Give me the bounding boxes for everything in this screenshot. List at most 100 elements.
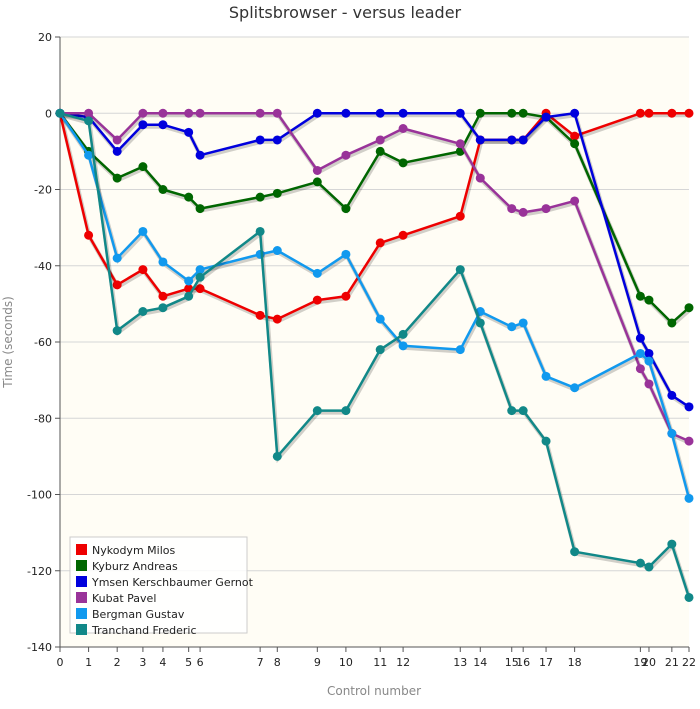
- data-point: [635, 348, 645, 358]
- data-point: [644, 108, 654, 118]
- legend-swatch: [76, 544, 87, 555]
- x-tick-label: 12: [396, 656, 410, 669]
- data-point: [667, 429, 677, 438]
- y-tick-label: -140: [27, 641, 52, 654]
- data-point: [341, 406, 351, 416]
- data-point: [507, 406, 517, 416]
- data-point: [398, 158, 408, 168]
- x-tick-label: 7: [257, 656, 264, 669]
- data-point: [312, 295, 322, 305]
- data-point: [138, 162, 148, 172]
- data-point: [184, 276, 194, 286]
- data-point: [541, 112, 551, 122]
- data-point: [84, 230, 94, 240]
- data-point: [518, 135, 528, 145]
- data-point: [644, 295, 654, 305]
- data-point: [255, 226, 265, 236]
- y-tick-label: 20: [38, 31, 52, 44]
- data-point: [507, 204, 517, 214]
- y-tick-label: -40: [34, 260, 52, 273]
- data-point: [272, 451, 282, 461]
- data-point: [255, 108, 265, 118]
- data-point: [455, 211, 465, 221]
- legend-entry: Ymsen Kerschbaumer Gernot: [91, 576, 254, 589]
- data-point: [84, 150, 94, 160]
- data-point: [184, 108, 194, 118]
- data-point: [570, 547, 580, 557]
- data-point: [341, 204, 351, 214]
- y-tick-label: -100: [27, 489, 52, 502]
- data-point: [644, 562, 654, 572]
- legend-entry: Kyburz Andreas: [92, 560, 178, 573]
- data-point: [272, 314, 282, 324]
- data-point: [507, 135, 517, 145]
- data-point: [667, 318, 677, 328]
- data-point: [684, 402, 694, 412]
- data-point: [84, 116, 94, 126]
- data-point: [455, 139, 465, 149]
- data-point: [138, 265, 148, 275]
- data-point: [644, 356, 654, 366]
- x-tick-label: 6: [197, 656, 204, 669]
- series-group: [55, 108, 694, 602]
- x-tick-label: 20: [642, 656, 656, 669]
- legend-swatch: [76, 560, 87, 571]
- data-point: [375, 314, 385, 324]
- data-point: [272, 188, 282, 198]
- data-point: [475, 108, 485, 118]
- data-point: [312, 177, 322, 187]
- y-tick-label: -120: [27, 565, 52, 578]
- data-point: [518, 108, 528, 118]
- x-axis-title: Control number: [327, 684, 421, 698]
- data-point: [667, 539, 677, 549]
- data-point: [375, 345, 385, 355]
- data-point: [312, 406, 322, 416]
- x-tick-label: 2: [114, 656, 121, 669]
- data-point: [667, 390, 677, 400]
- series-5: [55, 108, 694, 503]
- data-point: [138, 307, 148, 316]
- data-point: [375, 146, 385, 156]
- data-point: [475, 318, 485, 328]
- chart-title: Splitsbrowser - versus leader: [229, 3, 462, 22]
- data-point: [375, 108, 385, 118]
- data-point: [195, 284, 205, 294]
- data-point: [635, 108, 645, 118]
- series-3: [55, 108, 694, 412]
- series-6: [55, 108, 694, 602]
- data-point: [635, 364, 645, 374]
- data-point: [84, 108, 94, 118]
- data-point: [375, 238, 385, 248]
- y-axis-ticks: 20 0 -20 -40 -60 -80 -100 -120 -140: [27, 31, 60, 654]
- x-tick-label: 4: [159, 656, 166, 669]
- data-point: [518, 406, 528, 416]
- data-point: [684, 436, 694, 446]
- x-tick-label: 22: [682, 656, 696, 669]
- legend-swatch: [76, 592, 87, 603]
- legend-entry: Bergman Gustav: [92, 608, 185, 621]
- data-point: [475, 135, 485, 145]
- data-point: [184, 192, 194, 202]
- data-point: [455, 345, 465, 355]
- y-tick-label: -80: [34, 412, 52, 425]
- data-point: [635, 333, 645, 343]
- legend-swatch: [76, 576, 87, 587]
- data-point: [644, 348, 654, 358]
- data-point: [138, 226, 148, 236]
- data-point: [635, 558, 645, 568]
- legend-box: [69, 536, 248, 634]
- x-tick-label: 18: [568, 656, 582, 669]
- data-point: [507, 322, 517, 332]
- data-point: [272, 135, 282, 145]
- data-point: [158, 120, 168, 130]
- data-point: [55, 108, 65, 118]
- legend-entry: Nykodym Milos: [92, 544, 175, 557]
- data-point: [312, 108, 322, 118]
- data-point: [570, 108, 580, 118]
- data-point: [455, 108, 465, 118]
- data-point: [255, 135, 265, 145]
- data-point: [684, 108, 694, 118]
- data-point: [518, 207, 528, 217]
